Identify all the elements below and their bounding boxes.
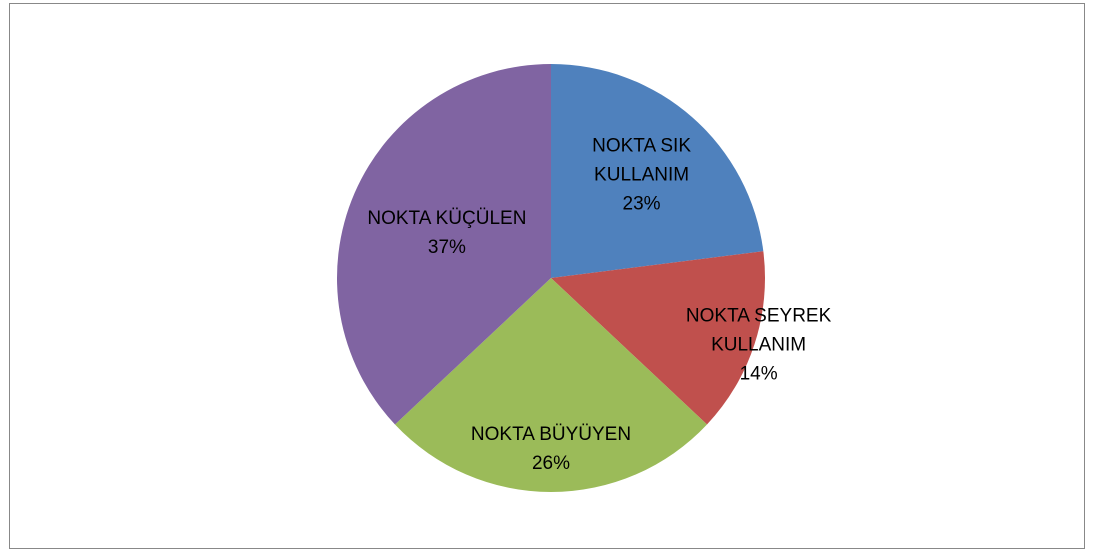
slice-percent: 37%	[427, 236, 466, 258]
data-label: NOKTA SIK KULLANIM 23%	[567, 132, 717, 219]
data-label: NOKTA SEYREK KULLANIM 14%	[674, 302, 844, 389]
slice-percent: 14%	[739, 363, 778, 385]
slice-name: NOKTA SIK KULLANIM	[592, 135, 692, 186]
slice-name: NOKTA SEYREK KULLANIM	[685, 305, 832, 356]
slice-name: NOKTA KÜÇÜLEN	[367, 207, 527, 229]
pie-slice	[337, 64, 551, 425]
pie-slice	[395, 278, 707, 492]
data-label: NOKTA BÜYÜYEN 26%	[401, 420, 701, 478]
slice-name: NOKTA BÜYÜYEN	[470, 424, 632, 446]
data-label: NOKTA KÜÇÜLEN 37%	[297, 204, 597, 262]
slice-percent: 23%	[622, 193, 661, 215]
pie	[337, 64, 765, 492]
pie-slice	[551, 251, 765, 425]
pie-slice	[551, 64, 764, 278]
slice-percent: 26%	[531, 453, 571, 475]
